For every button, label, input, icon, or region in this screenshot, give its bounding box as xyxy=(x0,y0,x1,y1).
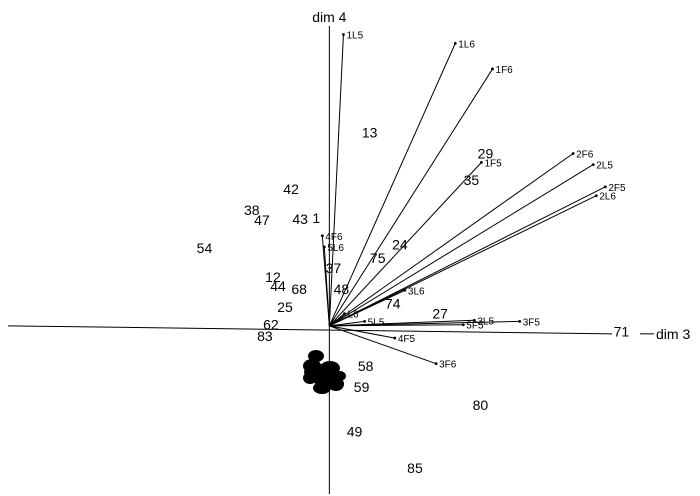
observation-label: 85 xyxy=(407,460,423,476)
vector-label: 3F5 xyxy=(523,317,541,328)
observation-label: 43 xyxy=(292,211,308,227)
vector-tip xyxy=(491,67,494,71)
observation-label: 29 xyxy=(478,145,494,161)
vector-label: 1L5 xyxy=(346,30,363,41)
vector-tip xyxy=(322,245,326,249)
vector-tip xyxy=(363,319,367,323)
vector-line xyxy=(329,164,594,327)
vector-tip xyxy=(571,152,575,155)
vector-line xyxy=(329,325,395,339)
observation-label: 49 xyxy=(347,423,363,439)
observation-label: 1 xyxy=(312,210,320,226)
x-axis-label: dim 3 xyxy=(656,326,690,342)
vector-tip xyxy=(480,160,483,164)
observation-label: 80 xyxy=(473,397,489,413)
observation-label: 47 xyxy=(254,212,270,228)
vector-line xyxy=(329,195,597,327)
observation-label: 25 xyxy=(277,299,293,315)
observation-label: 38 xyxy=(244,202,260,218)
observation-label: 42 xyxy=(283,181,299,197)
vector-tip xyxy=(434,362,438,366)
observation-label: 59 xyxy=(354,379,370,395)
vector-line xyxy=(329,289,406,327)
vector-label: 3L6 xyxy=(408,286,425,297)
observation-label: 71 xyxy=(614,323,630,339)
vector-label: 4F5 xyxy=(398,334,416,345)
vector-label: L6 xyxy=(347,310,359,321)
vector-line xyxy=(329,324,464,327)
vector-tip xyxy=(591,163,595,166)
vector-tip xyxy=(393,336,397,340)
vector-line xyxy=(328,43,456,327)
vector-label: 1F6 xyxy=(496,65,514,76)
observation-label: 54 xyxy=(197,240,213,256)
observation-label: 68 xyxy=(291,281,307,297)
observation-label: 44 xyxy=(270,278,286,294)
observation-label: 83 xyxy=(257,328,273,344)
vector-line xyxy=(329,325,437,365)
observation-label: 74 xyxy=(385,296,401,312)
observation-label: 13 xyxy=(362,124,378,140)
vector-line xyxy=(328,34,344,326)
vector-tip xyxy=(403,288,407,292)
cluster-blob xyxy=(320,361,340,375)
observation-label: 62 xyxy=(263,317,279,333)
observation-label: 48 xyxy=(334,281,350,297)
cluster-blob xyxy=(334,371,346,381)
observation-label: 37 xyxy=(326,260,342,276)
vector-line xyxy=(323,246,330,326)
vector-tip xyxy=(453,41,457,45)
vector-tip xyxy=(343,312,346,316)
vector-tip xyxy=(518,319,522,323)
x-axis-line xyxy=(7,325,613,335)
vector-line xyxy=(328,68,493,327)
vector-tip xyxy=(320,234,324,238)
axes: dim 3 dim 4 xyxy=(7,9,690,494)
y-axis-label: dim 4 xyxy=(312,9,346,25)
vector-label: 4F6 xyxy=(325,232,343,243)
vector-label: 5F5 xyxy=(466,321,484,332)
vector-label: 1L6 xyxy=(458,39,475,50)
observation-label: 75 xyxy=(370,250,386,266)
observation-label: 35 xyxy=(464,172,480,188)
vector-label: 2L6 xyxy=(599,192,616,203)
vector-tip xyxy=(342,33,345,36)
vector-line xyxy=(329,320,365,327)
vector-label: 2F6 xyxy=(576,149,594,160)
observation-label: 12 xyxy=(265,269,281,285)
dense-point-cluster xyxy=(303,350,346,394)
vector-line xyxy=(329,313,345,327)
vector-tip xyxy=(472,318,476,322)
vector-tip xyxy=(594,194,598,198)
cluster-blob xyxy=(313,382,331,394)
observation-label: 58 xyxy=(358,358,374,374)
vector-label: 2F5 xyxy=(608,183,626,194)
vector-line xyxy=(328,162,482,327)
vector-label: 5L5 xyxy=(368,317,385,328)
vector-label: 1F5 xyxy=(484,158,502,169)
vector-line xyxy=(329,186,606,327)
vector-tip xyxy=(603,185,607,189)
observation-label: 27 xyxy=(432,306,448,322)
vector-label: 2L5 xyxy=(596,161,613,172)
cluster-blob xyxy=(303,359,321,373)
vector-label: 3F6 xyxy=(439,360,457,371)
cluster-blob xyxy=(303,372,317,384)
observation-label: 24 xyxy=(392,237,408,253)
vector-label: 5L6 xyxy=(327,243,344,254)
vector-tip xyxy=(461,323,465,327)
cluster-blob xyxy=(308,350,324,362)
vector-line xyxy=(329,153,574,327)
